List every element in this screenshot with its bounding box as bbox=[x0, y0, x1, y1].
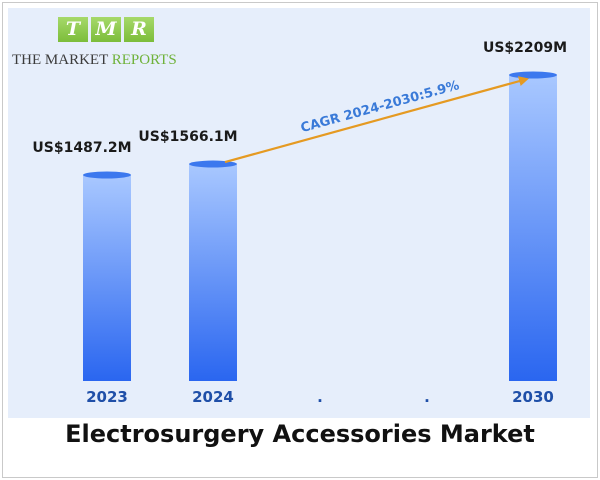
logo-letter-t: T bbox=[58, 17, 88, 42]
logo-wordmark-dark: THE MARKET bbox=[12, 52, 112, 68]
category-label-2030: 2030 bbox=[512, 388, 554, 406]
bar-2023 bbox=[83, 174, 131, 381]
bar-cap-2023 bbox=[83, 171, 131, 179]
category-label-dot-2: . bbox=[317, 388, 323, 406]
category-label-2024: 2024 bbox=[192, 388, 234, 406]
category-label-dot-3: . bbox=[424, 388, 430, 406]
chart-title: Electrosurgery Accessories Market bbox=[65, 420, 535, 448]
bar-2030 bbox=[509, 75, 557, 381]
value-label-2023: US$1487.2M bbox=[32, 140, 131, 156]
logo-letter-r: R bbox=[124, 17, 154, 42]
cagr-arrow bbox=[224, 76, 529, 164]
logo-wordmark-green: REPORTS bbox=[111, 52, 177, 68]
bar-cap-2024 bbox=[189, 160, 237, 168]
logo: T M R THE MARKET REPORTS bbox=[12, 17, 187, 69]
logo-wordmark: THE MARKET REPORTS bbox=[12, 52, 177, 69]
value-label-2030: US$2209M bbox=[483, 40, 567, 56]
cagr-label: CAGR 2024-2030:5.9% bbox=[299, 78, 461, 136]
bar-chart: US$1487.2M 2023 US$1566.1M 2024. . US$2209M 20… bbox=[32, 40, 567, 406]
logo-letter-boxes: T M R bbox=[58, 17, 154, 42]
category-label-2023: 2023 bbox=[86, 388, 128, 406]
logo-letter-m: M bbox=[91, 17, 121, 42]
bar-cap-2030 bbox=[509, 71, 557, 79]
bar-2024 bbox=[189, 164, 237, 381]
value-label-2024: US$1566.1M bbox=[138, 129, 237, 145]
